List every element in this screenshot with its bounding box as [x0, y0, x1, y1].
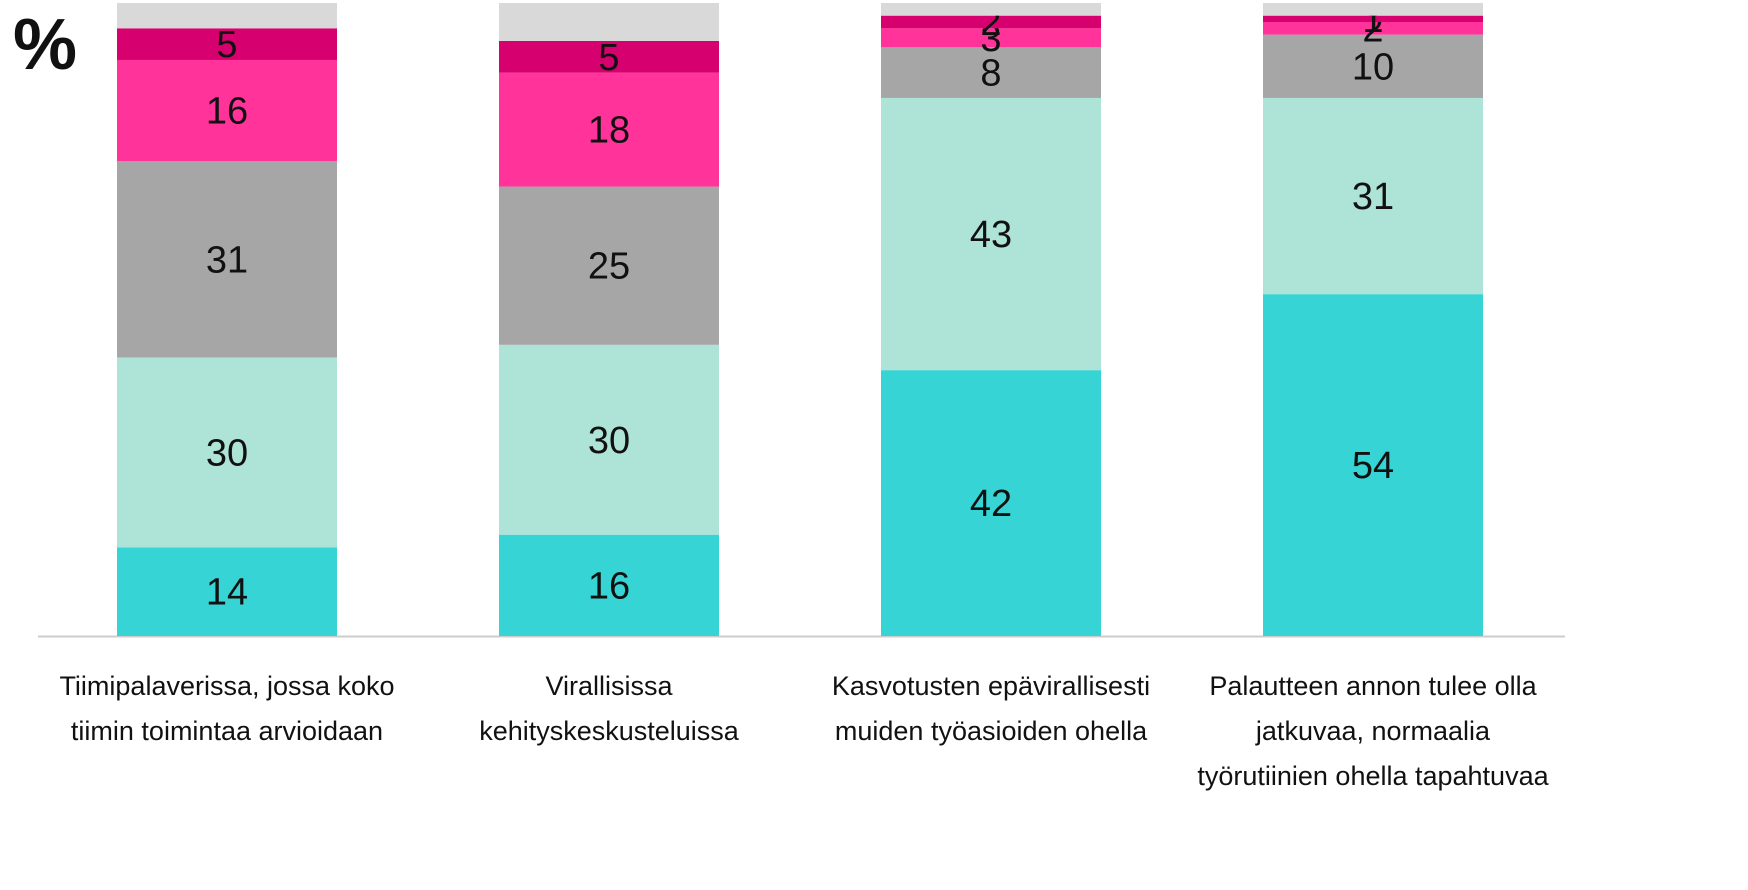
bar-segment [117, 547, 337, 636]
x-tick-label: Tiimipalaverissa, jossa koko [59, 671, 394, 701]
x-tick-label: Kasvotusten epävirallisesti [832, 671, 1150, 701]
bar-segment [499, 3, 719, 41]
data-label: 42 [970, 483, 1012, 525]
data-label: 30 [588, 420, 630, 462]
x-tick-label: kehityskeskusteluissa [479, 716, 740, 746]
data-label: 8 [980, 53, 1001, 95]
bar-segment [881, 15, 1101, 29]
bar-segment [881, 28, 1101, 48]
x-tick-label: Palautteen annon tulee olla [1209, 671, 1537, 701]
data-label: 54 [1352, 445, 1394, 487]
bar-segment [117, 3, 337, 29]
x-tick-label: muiden työasioiden ohella [835, 716, 1148, 746]
data-label: 31 [206, 239, 248, 281]
bar-segment [1263, 34, 1483, 98]
data-label: 16 [588, 565, 630, 607]
data-label: 5 [216, 24, 237, 66]
x-tick-label: työrutiinien ohella tapahtuvaa [1197, 761, 1549, 791]
data-label: 14 [206, 572, 248, 614]
bar-segment [499, 72, 719, 187]
bar-segment [1263, 15, 1483, 22]
bar-segment [117, 161, 337, 358]
data-label: 43 [970, 214, 1012, 256]
bar-segment [1263, 97, 1483, 295]
bar-segment [499, 186, 719, 345]
bar-segment [1263, 3, 1483, 16]
data-label: 18 [588, 110, 630, 152]
data-label: 25 [588, 246, 630, 288]
bar-segment [499, 40, 719, 73]
bar-segment [117, 28, 337, 60]
bar-segment [881, 3, 1101, 16]
data-label: 16 [206, 91, 248, 133]
data-label: 10 [1352, 46, 1394, 88]
bar-segment [881, 370, 1101, 636]
y-axis-label: % [13, 5, 77, 85]
bar-segment [499, 344, 719, 535]
bar-segment [881, 97, 1101, 371]
data-label: 31 [1352, 176, 1394, 218]
x-tick-label: tiimin toimintaa arvioidaan [71, 716, 383, 746]
bar-segment [499, 534, 719, 636]
data-label: 5 [598, 37, 619, 79]
bar-segment [881, 47, 1101, 98]
bar-segment [117, 357, 337, 548]
data-label: 3 [980, 18, 1001, 60]
data-label: 30 [206, 432, 248, 474]
bar-segment [1263, 294, 1483, 636]
bar-segment [1263, 21, 1483, 35]
bar-segment [117, 59, 337, 162]
x-tick-label: jatkuvaa, normaalia [1255, 716, 1491, 746]
x-tick-label: Virallisissa [545, 671, 673, 701]
